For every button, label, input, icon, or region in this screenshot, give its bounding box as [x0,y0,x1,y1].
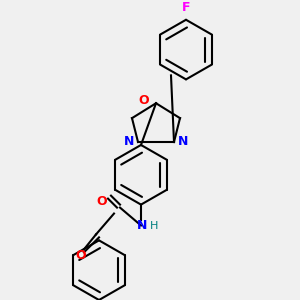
Text: N: N [124,136,134,148]
Text: N: N [137,219,148,232]
Text: O: O [97,195,107,208]
Text: N: N [178,136,188,148]
Text: O: O [76,249,86,262]
Text: H: H [150,221,159,231]
Text: F: F [182,1,190,14]
Text: O: O [139,94,149,107]
